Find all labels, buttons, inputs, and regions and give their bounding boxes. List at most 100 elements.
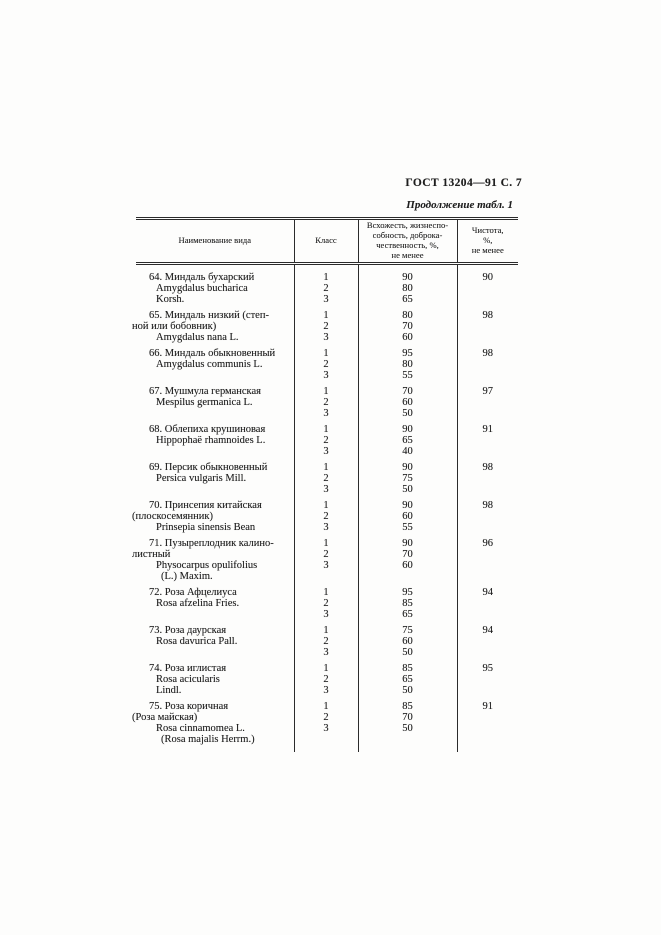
purity-value: 94 xyxy=(482,625,494,636)
germination-value: 85 xyxy=(402,598,413,609)
species-name-cell: 73. Роза даурская Rosa davurica Pall. xyxy=(136,620,294,658)
purity-cell: 98 xyxy=(456,457,518,495)
species-name-line: (Rosa majalis Herrm.) xyxy=(161,734,255,745)
species-name-cell: 74. Роза иглистая Rosa acicularis Lindl. xyxy=(136,658,294,696)
germination-value: 70 xyxy=(402,386,413,397)
germination-value: 60 xyxy=(402,511,413,522)
class-value: 1 xyxy=(323,625,329,636)
species-name-cell: 64. Миндаль бухарский Amygdalus bucharica… xyxy=(136,264,294,305)
class-value: 1 xyxy=(323,386,329,397)
table-row: 67. Мушмула германская Mespilus germanica… xyxy=(136,381,518,419)
table-row: 64. Миндаль бухарский Amygdalus bucharica… xyxy=(136,263,518,305)
germination-value: 65 xyxy=(402,674,413,685)
germination-value: 75 xyxy=(402,473,413,484)
germination-value: 60 xyxy=(402,332,413,343)
class-value: 3 xyxy=(323,723,329,734)
purity-cell: 97 xyxy=(456,381,518,419)
class-value: 3 xyxy=(323,560,329,571)
species-name-line: Hippophaë rhamnoides L. xyxy=(156,435,266,446)
table-row: 68. Облепиха крушиновая Hippophaë rhamnoi… xyxy=(136,419,518,457)
species-name-line: Rosa davurica Pall. xyxy=(156,636,238,647)
col-header-purity: Чистота,%, не менее xyxy=(456,218,518,264)
table-row: 71. Пузыреплодник калино-листный Physocar… xyxy=(132,533,518,582)
species-name-line: (плоскосемянник) xyxy=(132,511,213,522)
species-name-line: 74. Роза иглистая xyxy=(149,663,227,674)
purity-value: 98 xyxy=(482,310,494,321)
purity-value: 97 xyxy=(482,386,494,397)
species-name-line: Amygdalus nana L. xyxy=(156,332,239,343)
germination-value: 85 xyxy=(402,701,413,712)
species-name-cell: 75. Роза коричная (Роза майская) Rosa cinn… xyxy=(132,696,294,752)
germination-cell: 85 65 50 xyxy=(357,658,457,696)
purity-value: 98 xyxy=(482,348,494,359)
species-name-line: 66. Миндаль обыкновенный xyxy=(149,348,276,359)
header-line: Класс xyxy=(315,235,337,246)
class-value: 3 xyxy=(323,332,329,343)
class-value: 1 xyxy=(323,462,329,473)
table-header-row: Наименование вида Класс Всхожесть, жизне… xyxy=(136,218,518,264)
class-value: 1 xyxy=(323,424,329,435)
class-value: 3 xyxy=(323,647,329,658)
species-name-line: 71. Пузыреплодник калино- xyxy=(149,538,274,549)
class-value: 2 xyxy=(323,636,329,647)
species-name-line: Physocarpus opulifolius xyxy=(156,560,258,571)
germination-value: 50 xyxy=(402,723,413,734)
species-name-line: Korsh. xyxy=(156,294,185,305)
species-name-line: Lindl. xyxy=(156,685,182,696)
species-name-cell: 66. Миндаль обыкновенный Amygdalus commun… xyxy=(136,343,294,381)
germination-cell: 85 70 50 xyxy=(357,696,457,752)
germination-cell: 80 70 60 xyxy=(357,305,457,343)
purity-value: 91 xyxy=(482,424,494,435)
species-name-line: Rosa acicularis xyxy=(156,674,220,685)
table-row: 75. Роза коричная (Роза майская) Rosa cinn… xyxy=(132,696,518,752)
class-value: 3 xyxy=(323,446,329,457)
germination-value: 90 xyxy=(402,272,413,283)
header-line: собность, доброка- xyxy=(372,230,443,241)
species-name-line: Persica vulgaris Mill. xyxy=(156,473,247,484)
species-name-cell: 70. Принсепия китайская (плоскосемянник) P… xyxy=(132,495,294,533)
class-value: 2 xyxy=(323,283,329,294)
germination-cell: 95 80 55 xyxy=(357,343,457,381)
germination-value: 95 xyxy=(402,348,413,359)
germination-cell: 90 80 65 xyxy=(357,263,457,305)
col-header-germination: Всхожесть, жизнеспо-собность, доброка-че… xyxy=(357,218,457,264)
class-value: 3 xyxy=(323,294,329,305)
class-value: 3 xyxy=(323,370,329,381)
germination-cell: 70 60 50 xyxy=(357,381,457,419)
species-name-cell: 65. Миндаль низкий (степ-ной или бобовни… xyxy=(132,305,294,343)
table-row: 72. Роза Афцелиуса Rosa afzelina Fries. 1 2… xyxy=(136,582,518,620)
purity-cell: 96 xyxy=(456,533,518,582)
germination-value: 50 xyxy=(402,408,413,419)
germination-value: 40 xyxy=(402,446,413,457)
purity-value: 90 xyxy=(482,272,494,283)
germination-value: 90 xyxy=(402,462,413,473)
purity-cell: 98 xyxy=(456,495,518,533)
germination-value: 80 xyxy=(402,310,413,321)
germination-value: 50 xyxy=(402,685,413,696)
table-caption: Продолжение табл. 1 xyxy=(406,199,513,211)
class-value: 3 xyxy=(323,408,329,419)
species-name-line: Mespilus germanica L. xyxy=(156,397,253,408)
germination-value: 65 xyxy=(402,435,413,446)
germination-value: 95 xyxy=(402,587,413,598)
species-name-line: листный xyxy=(132,549,171,560)
germination-value: 60 xyxy=(402,560,413,571)
germination-cell: 90 60 55 xyxy=(357,495,457,533)
table-head: Наименование вида Класс Всхожесть, жизне… xyxy=(136,218,518,264)
class-value: 1 xyxy=(323,272,329,283)
species-name-line: Rosa cinnamomea L. xyxy=(156,723,245,734)
class-value: 2 xyxy=(323,674,329,685)
germination-cell: 75 60 50 xyxy=(357,620,457,658)
col-header-name: Наименование вида xyxy=(136,219,294,264)
germination-value: 70 xyxy=(402,712,413,723)
germination-value: 90 xyxy=(402,500,413,511)
germination-value: 70 xyxy=(402,321,413,332)
class-value: 1 xyxy=(323,701,329,712)
species-name-cell: 67. Мушмула германская Mespilus germanica… xyxy=(136,381,294,419)
